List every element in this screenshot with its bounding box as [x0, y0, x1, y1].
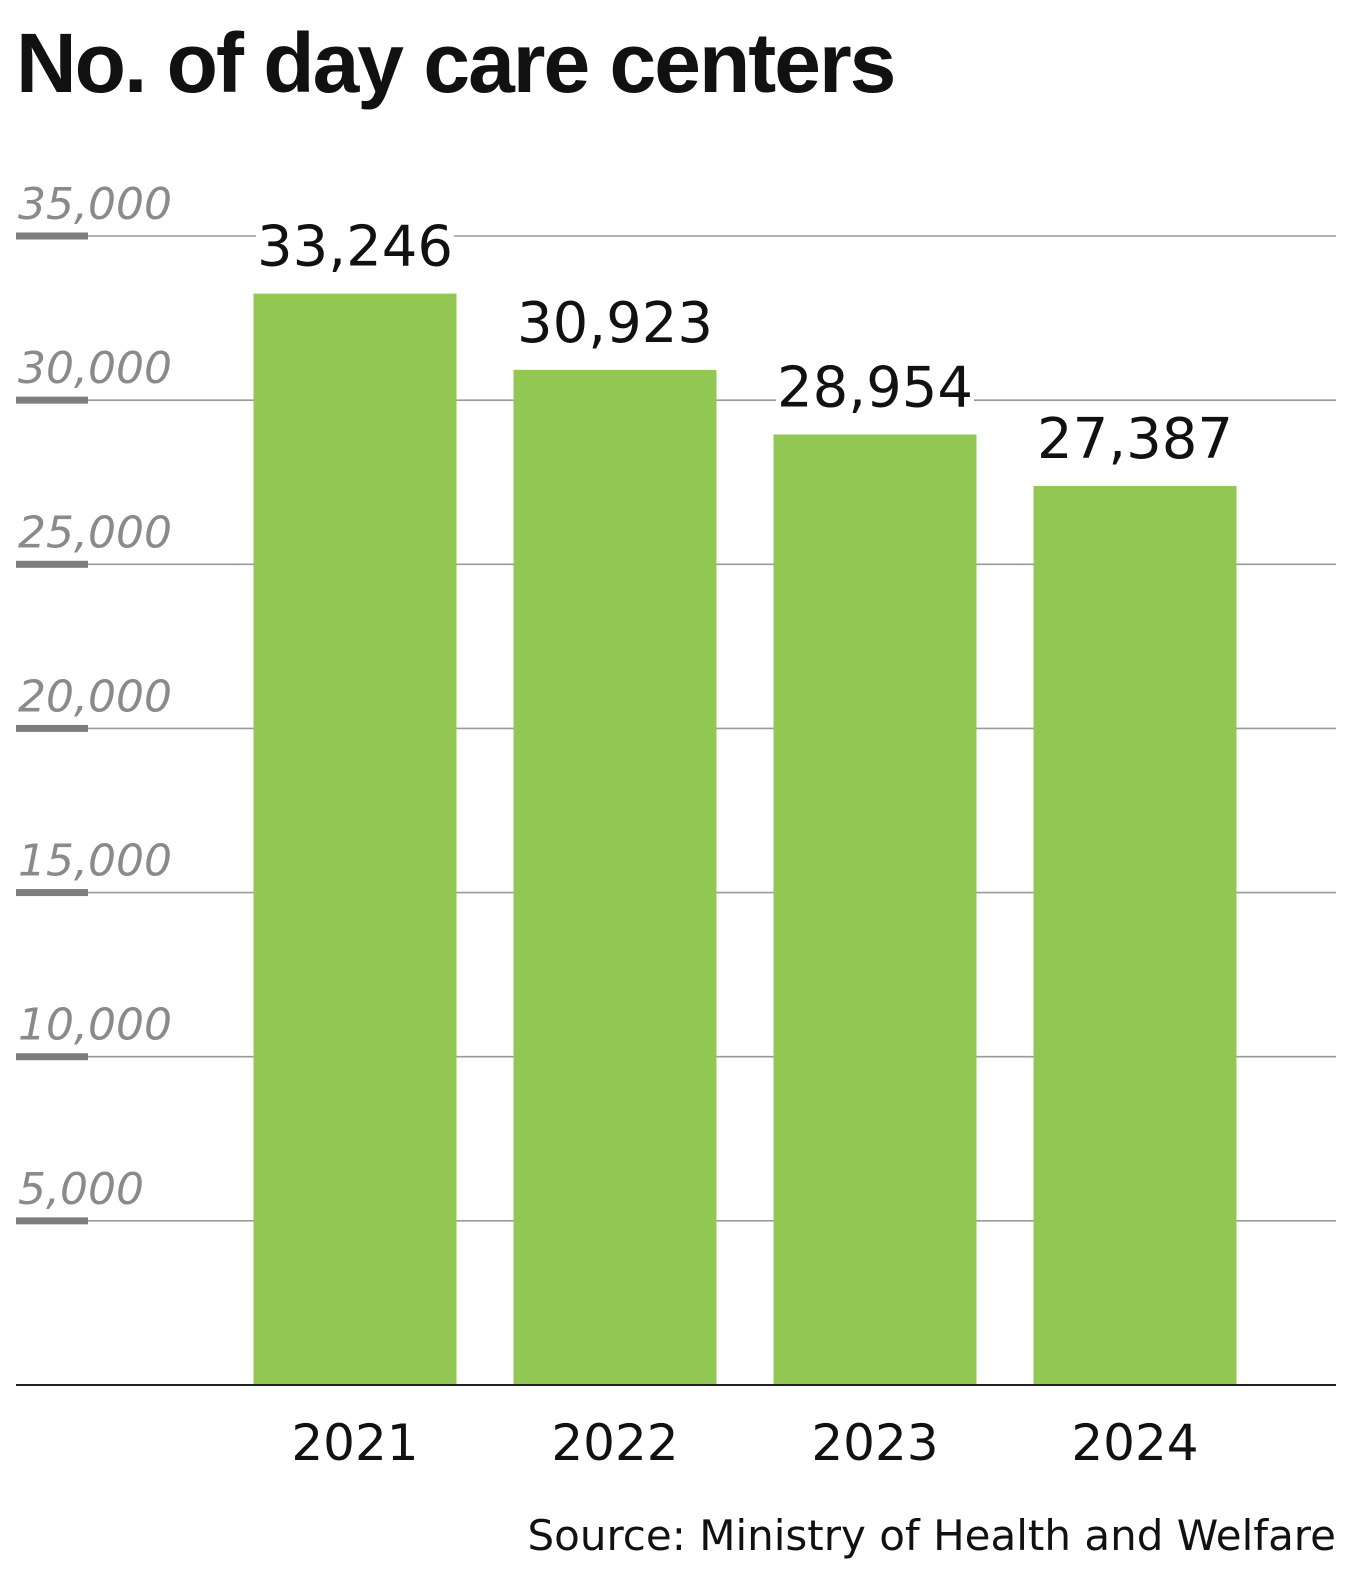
- bar-2023: [773, 434, 977, 1385]
- value-label-2021: 33,246: [257, 215, 453, 280]
- bar-2024: [1033, 485, 1237, 1385]
- bars: [253, 293, 1237, 1386]
- y-tick-label-25000: 25,000: [18, 507, 172, 558]
- x-axis-labels: 2021 2022 2023 2024: [291, 1414, 1198, 1472]
- x-label-2024: 2024: [1071, 1414, 1198, 1472]
- y-tick-mark-30000: [16, 396, 88, 404]
- value-label-2022: 30,923: [517, 291, 713, 356]
- y-tick-mark-35000: [16, 232, 88, 240]
- value-labels: 33,246 30,923 28,954 27,387: [256, 215, 1234, 472]
- y-tick-label-20000: 20,000: [18, 671, 172, 722]
- y-tick-label-5000: 5,000: [18, 1164, 144, 1215]
- y-tick-label-15000: 15,000: [18, 836, 172, 887]
- bar-2021: [253, 293, 457, 1386]
- y-tick-label-35000: 35,000: [18, 179, 172, 230]
- bar-2022: [513, 369, 717, 1386]
- value-label-bg-2024: [1036, 409, 1234, 468]
- x-label-2022: 2022: [551, 1414, 678, 1472]
- value-label-bg-2021: [256, 217, 454, 276]
- y-tick-mark-5000: [16, 1217, 88, 1225]
- y-tick-label-10000: 10,000: [18, 1000, 172, 1051]
- y-tick-mark-10000: [16, 1053, 88, 1061]
- value-label-bg-2023: [776, 358, 974, 417]
- y-tick-mark-20000: [16, 724, 88, 732]
- y-tick-label-30000: 30,000: [18, 343, 172, 394]
- y-axis-ticks: 5,000 10,000 15,000 20,000 25,000 30,000 35,00…: [16, 179, 172, 1225]
- y-tick-mark-25000: [16, 560, 88, 568]
- chart-title: No. of day care centers: [16, 16, 894, 110]
- value-label-2024: 27,387: [1037, 407, 1233, 472]
- value-label-bg-2022: [516, 293, 714, 352]
- x-label-2023: 2023: [811, 1414, 938, 1472]
- y-tick-mark-15000: [16, 889, 88, 897]
- source-note: Source: Ministry of Health and Welfare: [527, 1511, 1336, 1560]
- x-label-2021: 2021: [291, 1414, 418, 1472]
- value-label-2023: 28,954: [777, 355, 973, 420]
